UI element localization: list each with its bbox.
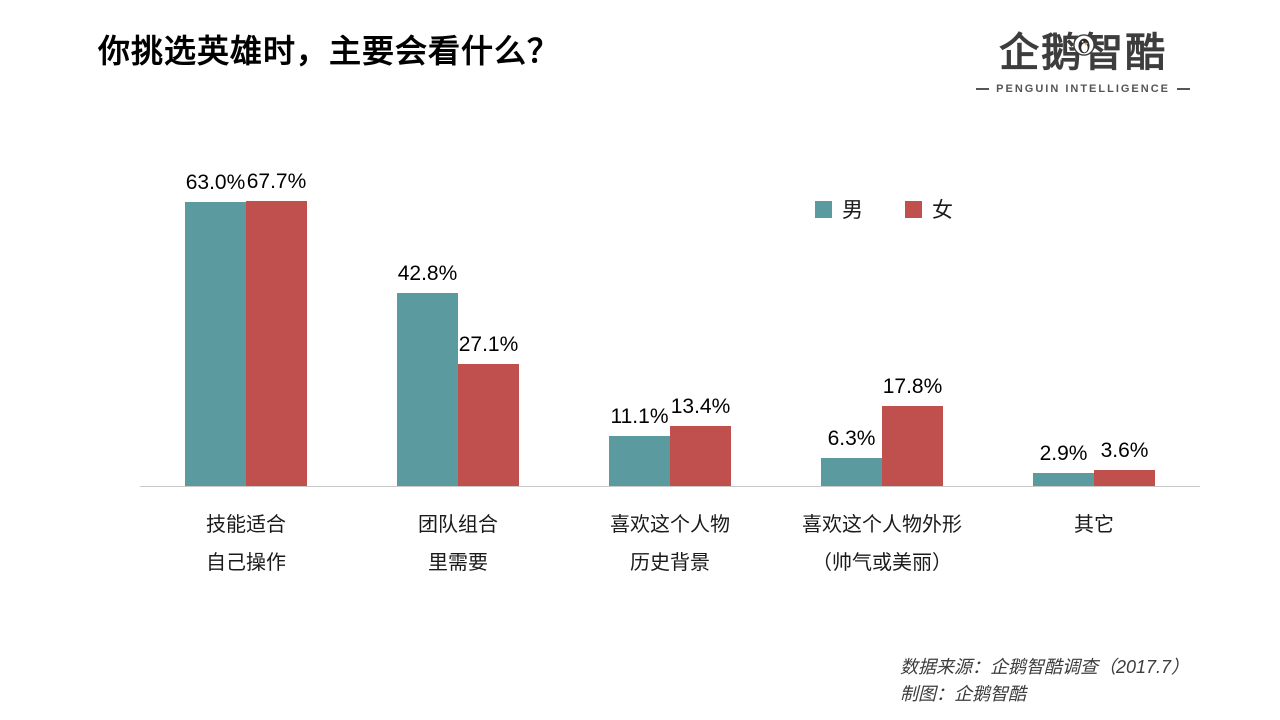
bar-wrap: 2.9% xyxy=(1033,170,1094,486)
bar-wrap: 3.6% xyxy=(1094,170,1155,486)
legend-label: 男 xyxy=(842,199,863,222)
bar-value-label: 67.7% xyxy=(246,170,307,193)
bar-wrap: 6.3% xyxy=(821,170,882,486)
bar-value-label: 17.8% xyxy=(882,374,943,398)
category-label: 技能适合 自己操作 xyxy=(206,514,286,574)
category-label: 团队组合 里需要 xyxy=(418,514,498,574)
bar-wrap: 13.4% xyxy=(670,170,731,486)
bar-男 xyxy=(1033,472,1094,486)
bar-男 xyxy=(821,457,882,486)
bar-女 xyxy=(882,405,943,486)
source-note: 数据来源：企鹅智酷调查（2017.7） 制图：企鹅智酷 xyxy=(900,654,1189,708)
bar-wrap: 17.8% xyxy=(882,170,943,486)
bar-女 xyxy=(670,425,731,486)
bar-value-label: 2.9% xyxy=(1039,441,1088,465)
bar-女 xyxy=(458,363,519,486)
subtitle-dash xyxy=(1177,88,1190,90)
bar-group: 6.3% 17.8% xyxy=(821,170,943,486)
chart-title: 你挑选英雄时，主要会看什么？ xyxy=(98,33,561,69)
bar-女 xyxy=(246,201,307,486)
bar-value-label: 11.1% xyxy=(610,404,669,428)
brand-subtitle: PENGUIN INTELLIGENCE xyxy=(976,83,1190,95)
legend-label: 女 xyxy=(932,199,953,222)
bar-男 xyxy=(397,292,458,486)
brand-subtitle-text: PENGUIN INTELLIGENCE xyxy=(996,83,1170,95)
bar-wrap: 42.8% xyxy=(397,170,458,486)
category-label: 其它 xyxy=(1074,514,1114,536)
bar-group: 42.8% 27.1% xyxy=(397,170,519,486)
legend-swatch xyxy=(815,200,832,218)
category-label: 喜欢这个人物 历史背景 xyxy=(610,514,730,574)
legend-swatch xyxy=(905,200,922,218)
bar-wrap: 63.0% xyxy=(185,170,246,486)
legend-item-男: 男 xyxy=(815,194,863,224)
bar-女 xyxy=(1094,469,1155,486)
bar-wrap: 27.1% xyxy=(458,170,519,486)
bar-wrap: 67.7% xyxy=(246,170,307,486)
bar-value-label: 6.3% xyxy=(827,426,876,450)
subtitle-dash xyxy=(976,88,990,90)
plot-area: 63.0% 67.7% 42.8% 27.1% 11.1% 13.4% 6.3% 17.8% 2… xyxy=(140,170,1200,487)
bar-value-label: 63.0% xyxy=(185,170,246,194)
category-label: 喜欢这个人物外形 （帅气或美丽） xyxy=(802,514,962,574)
legend-item-女: 女 xyxy=(905,194,953,224)
bar-groups: 63.0% 67.7% 42.8% 27.1% 11.1% 13.4% 6.3% 17.8% 2… xyxy=(140,170,1200,486)
bar-value-label: 42.8% xyxy=(397,261,458,285)
bar-group: 11.1% 13.4% xyxy=(609,170,731,486)
legend: 男女 xyxy=(815,194,953,224)
bar-wrap: 11.1% xyxy=(609,170,670,486)
penguin-icon xyxy=(1073,34,1095,56)
category-labels: 技能适合 自己操作 团队组合 里需要 喜欢这个人物 历史背景 喜欢这个人物外形 （帅气… xyxy=(140,506,1200,582)
source-line-2: 制图：企鹅智酷 xyxy=(900,684,1026,704)
bar-value-label: 3.6% xyxy=(1100,438,1149,462)
bar-group: 63.0% 67.7% xyxy=(185,170,307,486)
bar-group: 2.9% 3.6% xyxy=(1033,170,1155,486)
bar-男 xyxy=(185,201,246,486)
source-line-1: 数据来源：企鹅智酷调查（2017.7） xyxy=(900,657,1190,677)
bar-男 xyxy=(609,435,670,486)
brand-logo: 企鹅智酷 PENGUIN INTELLIGENCE xyxy=(976,20,1190,95)
bar-value-label: 27.1% xyxy=(458,332,519,356)
brand-name: 企鹅智酷 xyxy=(976,20,1190,78)
bar-value-label: 13.4% xyxy=(670,394,731,418)
